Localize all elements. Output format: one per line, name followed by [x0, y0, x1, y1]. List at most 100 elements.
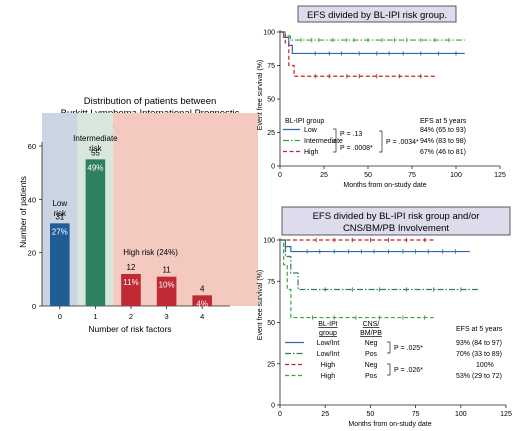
km1-legend-label: Low: [304, 127, 318, 134]
km2-group-label: Low/Int: [317, 351, 340, 358]
km1-legend-label: Intermediate: [304, 138, 343, 145]
km2-curve: [280, 239, 479, 291]
high-risk-label: High risk (24%): [123, 248, 178, 257]
bar-value-label: 4: [200, 284, 205, 293]
km1-x-tick-label: 125: [494, 172, 506, 179]
low-risk-label-line: risk: [54, 209, 67, 218]
bar-value-label: 12: [127, 263, 136, 272]
km1-x-tick-label: 50: [364, 172, 372, 179]
km1-legend-title: BL-IPI group: [285, 118, 324, 125]
km2-cns-label: Neg: [365, 362, 378, 369]
km2-efs-value: 93% (84 to 97): [456, 340, 502, 347]
bar-y-tick-label: 40: [28, 195, 36, 204]
km1-pvalue-int-high: P = .0008*: [340, 145, 373, 152]
km2-header-cns: CNS/BM/PB: [360, 321, 382, 337]
km2-y-tick-label: 100: [263, 238, 275, 245]
bar-x-tick-label: 1: [93, 312, 97, 321]
km1-curve: [280, 31, 465, 41]
km1-pvalue-low-int: P = .13: [340, 131, 362, 138]
km2-x-axis-label: Months from on-study date: [348, 421, 431, 428]
bar-percent-label: 27%: [52, 227, 68, 236]
km1-y-axis-label: Event free survival (%): [257, 60, 264, 130]
km2-x-tick-label: 50: [367, 411, 375, 418]
bar: [192, 295, 212, 306]
bar-x-tick-label: 4: [200, 312, 204, 321]
bar-percent-label: 11%: [123, 278, 138, 287]
km-chart-1: EFS divided by BL-IPI risk group. 0 25 50 7…: [257, 5, 506, 189]
km2-y-tick-label: 0: [271, 403, 275, 410]
km1-curve: [280, 31, 435, 77]
km1-x-tick-label: 0: [278, 172, 282, 179]
km1-title: EFS divided by BL-IPI risk group.: [307, 10, 447, 21]
km2-group-label: High: [321, 362, 336, 369]
km2-y-tick-label: 25: [267, 361, 275, 368]
km1-y-tick-label: 100: [263, 30, 275, 37]
low-risk-label-line: Low: [52, 199, 67, 208]
km2-x-tick-label: 0: [278, 411, 282, 418]
km1-bracket-int-high: [333, 141, 337, 153]
km1-x-tick-label: 75: [408, 172, 416, 179]
km2-x-tick-label: 25: [321, 411, 329, 418]
bar-chart: Distribution of patients betweenBurkitt …: [18, 96, 258, 334]
intermediate-risk-label-line: Intermediate: [73, 134, 118, 143]
km2-axes: 0 25 50 75 100 0 25 50 75 100 125: [263, 238, 512, 419]
bar: [85, 159, 106, 306]
km2-pvalue-low-int: P = .025*: [394, 345, 423, 352]
km1-y-tick-label: 50: [267, 97, 275, 104]
km1-y-tick-label: 0: [271, 164, 275, 171]
km2-legend: BL-IPI group CNS/BM/PB EFS at 5 years Low/In…: [285, 321, 503, 380]
km1-pvalue-low-high: P = .0034*: [386, 139, 419, 146]
km2-cns-label: Neg: [365, 340, 378, 347]
km1-y-tick-label: 25: [267, 130, 275, 137]
km1-efs-value: 84% (65 to 93): [420, 127, 466, 134]
bar-x-tick-label: 2: [129, 312, 133, 321]
bar-title-line: Distribution of patients between: [84, 96, 217, 107]
km2-header-group: BL-IPI group: [318, 321, 338, 337]
km2-efs-value: 70% (33 to 89): [456, 351, 502, 358]
km2-title-line: EFS divided by BL-IPI risk group and/or: [313, 211, 480, 222]
bar-value-label: 11: [162, 266, 171, 275]
km2-x-tick-label: 100: [455, 411, 467, 418]
km2-curve: [280, 239, 470, 253]
km2-cns-label: Pos: [365, 351, 378, 358]
intermediate-risk-label: Intermediate risk: [73, 134, 118, 153]
bar-x-tick-label: 0: [58, 312, 62, 321]
km2-curve: [280, 239, 434, 319]
bar-marks: 31 27% 55 49% 12 11% 11 10% 4 4%: [50, 148, 212, 308]
km1-y-tick-label: 75: [267, 63, 275, 70]
km1-efs-value: 94% (83 to 98): [420, 138, 466, 145]
bar: [156, 276, 177, 306]
bar-y-tick-label: 60: [28, 142, 36, 151]
km2-header-cns-line: BM/PB: [360, 330, 382, 337]
km1-curve: [280, 31, 465, 55]
km1-bracket-low-int: [333, 128, 337, 141]
bar-value-label: 31: [55, 212, 64, 221]
km2-bracket-low-int: [387, 341, 391, 354]
km2-header-cns-line: CNS/: [363, 321, 380, 328]
km2-header-efs: EFS at 5 years: [456, 326, 503, 333]
km1-title-box: [297, 5, 457, 23]
bar-value-label: 55: [91, 148, 100, 157]
bar-percent-label: 10%: [159, 281, 175, 290]
km2-group-label: High: [321, 373, 336, 380]
km2-x-tick-label: 125: [500, 411, 512, 418]
km1-curves: [280, 31, 465, 79]
km1-legend: BL-IPI group Low 84% (65 to 93) Intermediat…: [283, 118, 467, 156]
bar-y-tick-label: 0: [32, 302, 36, 311]
km1-axes: 0 25 50 75 100 0 25 50 75 100 125: [263, 30, 506, 180]
bar: [121, 274, 141, 306]
bar-percent-label: 4%: [196, 299, 208, 308]
km1-x-tick-label: 100: [450, 172, 462, 179]
km2-header-group-line: BL-IPI: [318, 321, 338, 328]
km2-header-group-line: group: [319, 330, 337, 337]
km2-group-label: Low/Int: [317, 340, 340, 347]
km2-y-axis-label: Event free survival (%): [257, 270, 264, 340]
km-chart-2: EFS divided by BL-IPI risk group and/or C…: [257, 206, 512, 428]
km1-x-tick-label: 25: [320, 172, 328, 179]
km2-title-box: [281, 206, 511, 236]
km2-efs-value: 53% (29 to 72): [456, 373, 502, 380]
bar-x-tick-label: 3: [165, 312, 169, 321]
low-risk-label: Low risk: [52, 199, 67, 218]
